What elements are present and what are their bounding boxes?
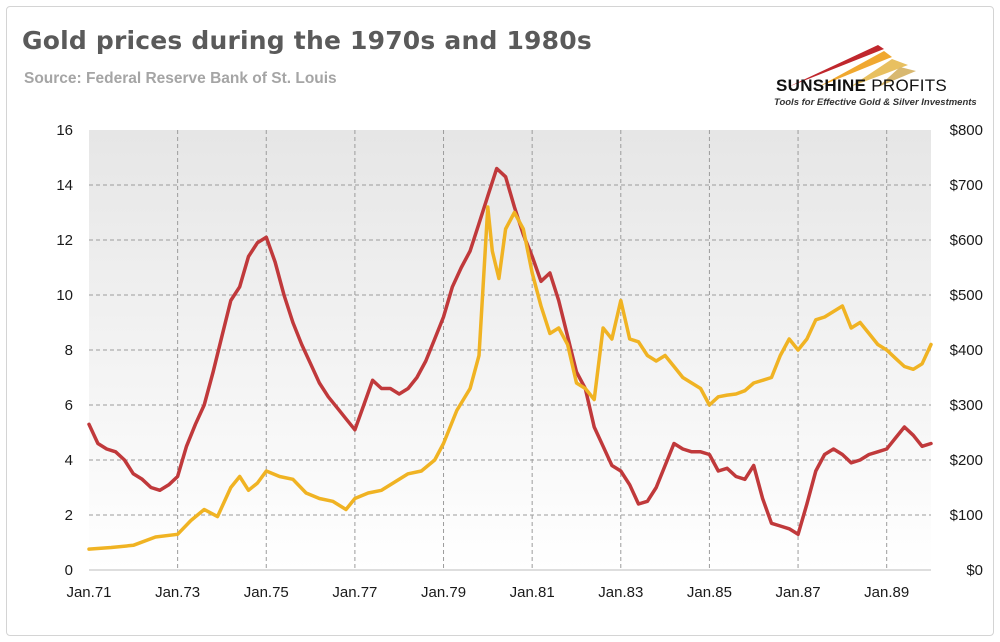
gold-price-series-line xyxy=(87,205,933,551)
y-left-tick-label: 0 xyxy=(65,562,73,579)
logo-brand: SUNSHINE PROFITS xyxy=(776,76,947,96)
x-tick-label: Jan.79 xyxy=(421,584,466,601)
x-axis: Jan.71 Jan.73 Jan.75 Jan.77 Jan.79 Jan.81 Jan.… xyxy=(66,584,909,601)
y-left-tick-label: 10 xyxy=(56,287,73,304)
y-right-tick-label: $200 xyxy=(950,452,983,469)
x-tick-label: Jan.75 xyxy=(244,584,289,601)
y-right-tick-label: $100 xyxy=(950,507,983,524)
grid-lines xyxy=(89,130,931,571)
series-group xyxy=(87,166,933,551)
chart-title: Gold prices during the 1970s and 1980s xyxy=(22,26,592,55)
logo-ray-red xyxy=(788,45,884,87)
x-tick-label: Jan.87 xyxy=(776,584,821,601)
y-axis-right: $0 $100 $200 $300 $400 $500 $600 $700 $800 xyxy=(950,122,983,579)
y-left-tick-label: 8 xyxy=(65,342,73,359)
y-left-tick-label: 4 xyxy=(65,452,73,469)
x-tick-label: Jan.71 xyxy=(66,584,111,601)
x-tick-label: Jan.85 xyxy=(687,584,732,601)
y-left-tick-label: 16 xyxy=(56,122,73,139)
x-tick-label: Jan.77 xyxy=(332,584,377,601)
gold-ratio-series-line xyxy=(87,166,933,537)
x-tick-label: Jan.89 xyxy=(864,584,909,601)
y-right-tick-label: $500 xyxy=(950,287,983,304)
y-left-tick-label: 6 xyxy=(65,397,73,414)
y-right-tick-label: $700 xyxy=(950,177,983,194)
sunshine-profits-logo xyxy=(788,45,916,87)
y-right-tick-label: $300 xyxy=(950,397,983,414)
logo-tagline: Tools for Effective Gold & Silver Invest… xyxy=(774,97,977,108)
y-right-tick-label: $0 xyxy=(966,562,983,579)
y-right-tick-label: $400 xyxy=(950,342,983,359)
y-left-tick-label: 2 xyxy=(65,507,73,524)
x-tick-label: Jan.73 xyxy=(155,584,200,601)
y-left-tick-label: 12 xyxy=(56,232,73,249)
y-axis-left: 0 2 4 6 8 10 12 14 16 xyxy=(56,122,73,579)
logo-brand-part1: SUNSHINE xyxy=(776,76,867,95)
logo-ray-sand xyxy=(878,67,916,87)
logo-ray-gold xyxy=(850,59,908,87)
y-right-tick-label: $800 xyxy=(950,122,983,139)
x-tick-label: Jan.81 xyxy=(510,584,555,601)
x-tick-label: Jan.83 xyxy=(598,584,643,601)
y-left-tick-label: 14 xyxy=(56,177,73,194)
y-right-tick-label: $600 xyxy=(950,232,983,249)
logo-brand-part2: PROFITS xyxy=(866,76,948,95)
logo-ray-orange xyxy=(818,51,892,87)
chart-subtitle: Source: Federal Reserve Bank of St. Loui… xyxy=(24,70,337,87)
